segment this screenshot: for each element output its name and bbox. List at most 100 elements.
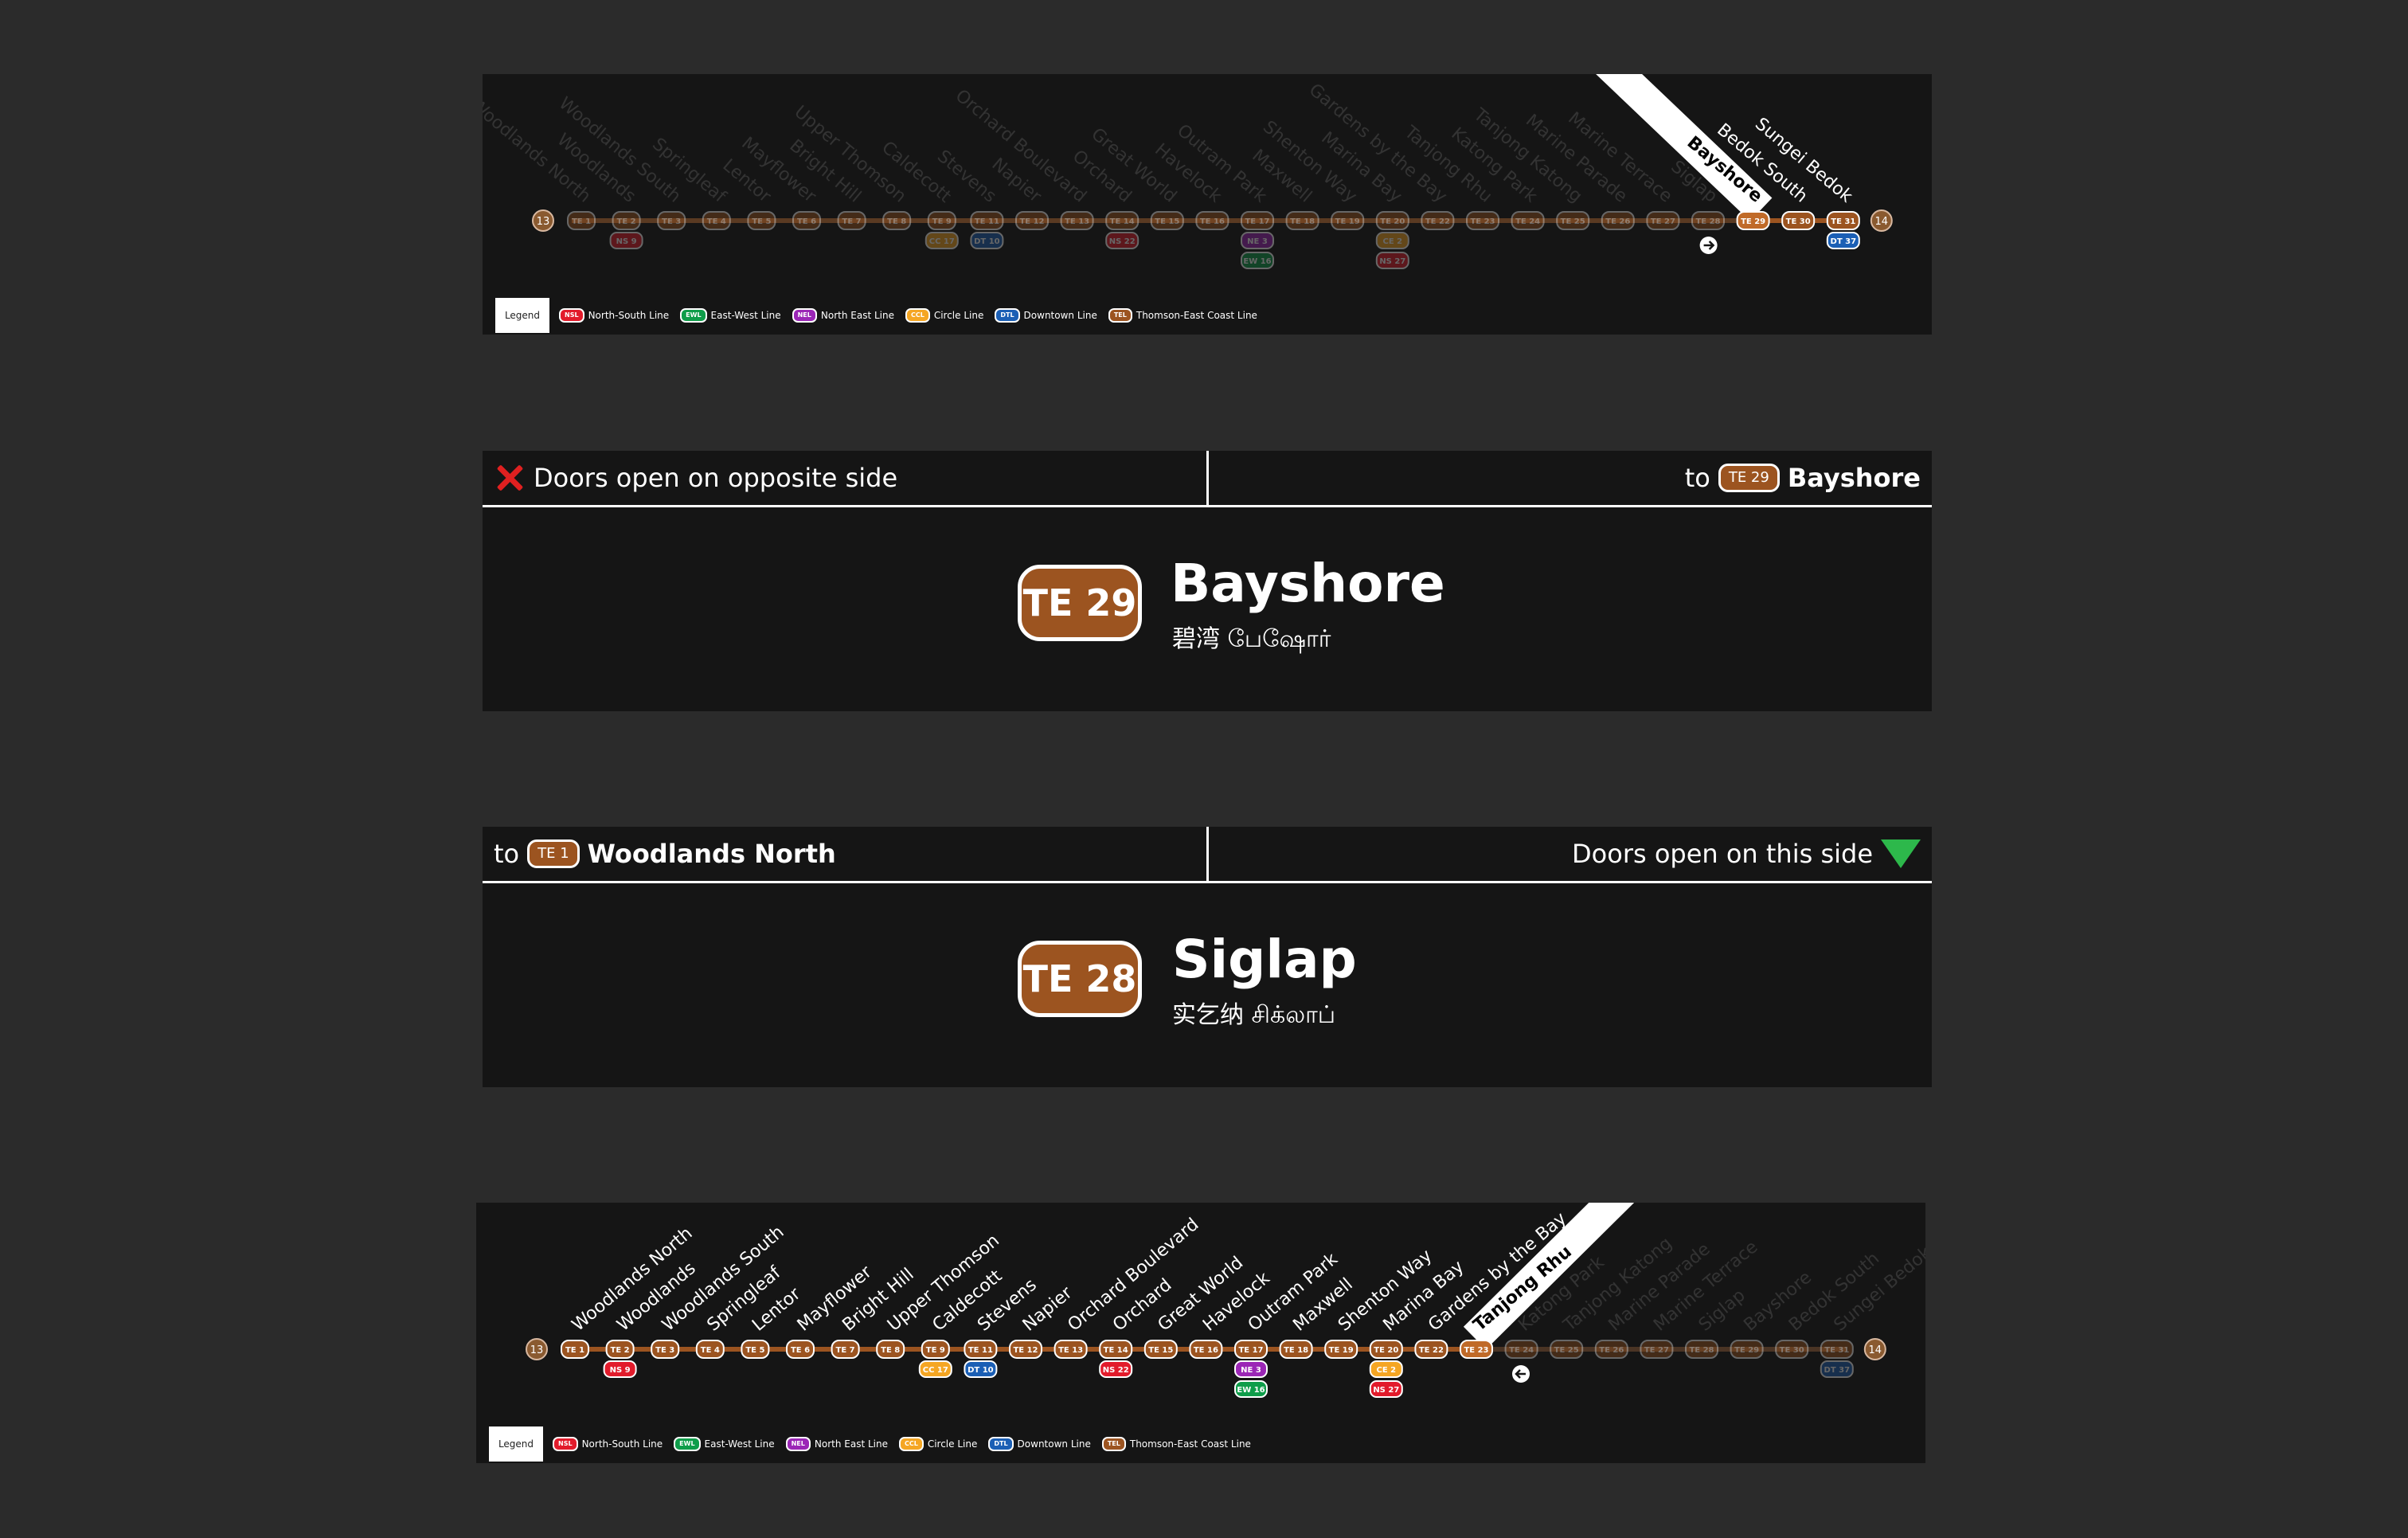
station-code: TE 7 [842, 217, 862, 226]
transfer-pill [1241, 252, 1274, 269]
door-text: Doors open on this side [1572, 839, 1873, 869]
strip-map-top: 13 14 TE 1 Woodlands North TE 2 NS 9 Woodlands… [483, 74, 1932, 335]
transfer-code: CC 17 [929, 237, 955, 246]
station-code-pill [927, 211, 956, 230]
transfer-code: NS 27 [1373, 1386, 1399, 1395]
header-divider [1206, 827, 1209, 881]
triangle-down-icon [1881, 839, 1921, 868]
station-code-pill [605, 1340, 635, 1359]
transfer-pill [1241, 232, 1274, 249]
station-code-pill [1640, 1340, 1674, 1359]
legend-item-nsl: NSL North-South Line [553, 1437, 663, 1451]
station-code-pill [1009, 1340, 1042, 1359]
stage-start-marker: 13 [532, 209, 554, 232]
station-code-pill [657, 211, 686, 230]
station-code-pill [1826, 211, 1860, 230]
platform-sign-bayshore: Doors open on opposite side to TE 29 Bay… [483, 451, 1932, 711]
transfer-pill [1099, 1360, 1133, 1378]
station-code-pill [1466, 211, 1499, 230]
station-code: TE 4 [701, 1346, 720, 1355]
transfer-pill [1826, 232, 1860, 249]
stage-end-marker: 14 [1870, 209, 1893, 232]
transfer-code: EW 16 [1237, 1386, 1265, 1395]
sign-header: Doors open on opposite side to TE 29 Bay… [483, 451, 1932, 507]
station-code: TE 23 [1470, 217, 1495, 226]
station-code: TE 31 [1824, 1346, 1849, 1355]
legend-top: Legend NSL North-South Line EWL East-West … [495, 298, 1268, 333]
svg-text:13: 13 [530, 1344, 544, 1356]
svg-text:14: 14 [1869, 1344, 1882, 1356]
station-code: TE 19 [1335, 217, 1360, 226]
transfer-pill [603, 1360, 637, 1378]
station-code-pill [1736, 211, 1770, 230]
station-code: TE 17 [1238, 1346, 1263, 1355]
cross-icon [494, 462, 526, 494]
station-code-pill [1460, 1340, 1493, 1359]
arrow-left-icon [1512, 1365, 1530, 1383]
station-code: TE 27 [1644, 1346, 1669, 1355]
station-code: TE 6 [797, 217, 816, 226]
station-code: TE 9 [926, 1346, 945, 1355]
station-code-pill [1285, 211, 1319, 230]
strip-map-bottom: 13 14 TE 1 Woodlands North TE 2 NS 9 Woodlands… [476, 1203, 1925, 1463]
legend-item-nel: NEL North East Line [792, 308, 894, 323]
station-code-pill [1324, 1340, 1358, 1359]
transfer-code: CE 2 [1382, 237, 1402, 246]
transfer-pill [1369, 1360, 1403, 1378]
station-code: TE 14 [1104, 1346, 1128, 1355]
door-notice: Doors open on opposite side [494, 451, 897, 505]
destination-code-badge: TE 29 [1718, 464, 1780, 492]
station-code-pill [1421, 211, 1455, 230]
station-code-pill [876, 1340, 905, 1359]
destination-code-badge: TE 1 [527, 839, 580, 868]
transfer-code: NS 22 [1109, 237, 1136, 246]
station-code: TE 14 [1110, 217, 1135, 226]
transfer-code: NS 22 [1103, 1366, 1129, 1375]
station-code: TE 31 [1831, 217, 1855, 226]
station-code: TE 12 [1013, 1346, 1038, 1355]
station-code-pill [1105, 211, 1140, 230]
legend-title: Legend [489, 1426, 543, 1462]
station-code: TE 11 [968, 1346, 993, 1355]
station-code: TE 27 [1651, 217, 1675, 226]
arrow-right-icon [1699, 237, 1718, 254]
transfer-code: EW 16 [1243, 257, 1271, 266]
transfer-pill [1234, 1360, 1268, 1378]
station-code-pill [1060, 211, 1094, 230]
transfer-code: NS 9 [616, 237, 637, 246]
station-code: TE 8 [887, 217, 906, 226]
legend-item-tel: TEL Thomson-East Coast Line [1108, 308, 1257, 323]
station-code: TE 16 [1200, 217, 1225, 226]
transfer-code: DT 10 [974, 237, 1000, 246]
station-code-pill [1556, 211, 1590, 230]
station-code: TE 20 [1374, 1346, 1398, 1355]
station-code-pill [1375, 211, 1409, 230]
station-code: TE 16 [1194, 1346, 1218, 1355]
station-code: TE 24 [1515, 217, 1540, 226]
legend-item-nsl: NSL North-South Line [559, 308, 669, 323]
transfer-code: CC 17 [923, 1366, 948, 1375]
station-code: TE 19 [1329, 1346, 1354, 1355]
platform-sign-siglap: to TE 1 Woodlands North Doors open on th… [483, 827, 1932, 1087]
door-text: Doors open on opposite side [534, 463, 898, 493]
station-code: TE 2 [617, 217, 636, 226]
legend-item-dtl: DTL Downtown Line [988, 1437, 1091, 1451]
station-code-pill [1550, 1340, 1584, 1359]
station-code: TE 30 [1786, 217, 1811, 226]
destination: to TE 1 Woodlands North [494, 827, 836, 881]
station-code-pill [1189, 1340, 1223, 1359]
transfer-pill [964, 1360, 998, 1378]
station-code-badge: TE 29 [1018, 565, 1142, 641]
transfer-code: DT 37 [1824, 1366, 1851, 1375]
station-code: TE 29 [1734, 1346, 1759, 1355]
station-code: TE 29 [1741, 217, 1765, 226]
destination-name: Woodlands North [587, 839, 836, 869]
legend-item-ccl: CCL Circle Line [898, 1437, 977, 1451]
station-code: TE 18 [1284, 1346, 1308, 1355]
transfer-pill [1820, 1360, 1854, 1378]
station-code-pill [1820, 1340, 1854, 1359]
station-identity: TE 28 Siglap 实乞纳 சிக்லாப் [483, 883, 1932, 1087]
station-code: TE 3 [662, 217, 681, 226]
transfer-pill [970, 232, 1004, 249]
station-code-pill [1504, 1340, 1538, 1359]
